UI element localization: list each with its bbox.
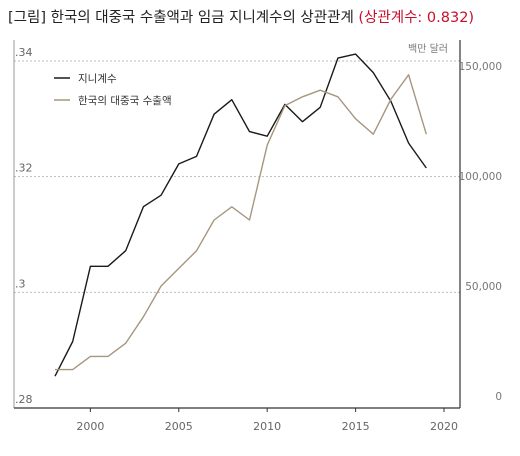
right-axis-unit: 백만 달러 — [408, 43, 448, 55]
legend-label: 지니계수 — [78, 73, 117, 85]
right-tick-label: 100,000 — [459, 171, 502, 183]
left-tick-label: .34 — [15, 46, 33, 59]
right-tick-label: 50,000 — [465, 281, 502, 293]
left-tick-label: .28 — [15, 393, 33, 406]
x-tick-label: 2010 — [253, 420, 281, 433]
x-tick-label: 2020 — [430, 420, 458, 433]
right-tick-label: 0 — [495, 391, 502, 403]
x-axis-ticks: 2000 2005 2010 2015 2020 — [76, 408, 458, 433]
chart-title: [그림] 한국의 대중국 수출액과 임금 지니계수의 상관관계 (상관계수: 0… — [8, 6, 474, 27]
left-axis-ticks: .28 .3 .32 .34 — [15, 46, 33, 406]
x-tick-label: 2015 — [342, 420, 370, 433]
gini-line — [54, 53, 427, 377]
title-correlation: (상관계수: 0.832) — [358, 10, 475, 26]
right-tick-label: 150,000 — [459, 61, 502, 73]
left-tick-label: .3 — [15, 277, 26, 290]
right-axis-ticks: 0 50,000 100,000 150,000 — [459, 61, 502, 403]
export-line — [55, 74, 427, 371]
title-main: [그림] 한국의 대중국 수출액과 임금 지니계수의 상관관계 — [8, 10, 354, 26]
x-tick-label: 2005 — [165, 420, 193, 433]
x-tick-label: 2000 — [76, 420, 104, 433]
left-tick-label: .32 — [15, 162, 33, 175]
legend-label: 한국의 대중국 수출액 — [78, 95, 172, 107]
series-lines — [54, 53, 427, 377]
